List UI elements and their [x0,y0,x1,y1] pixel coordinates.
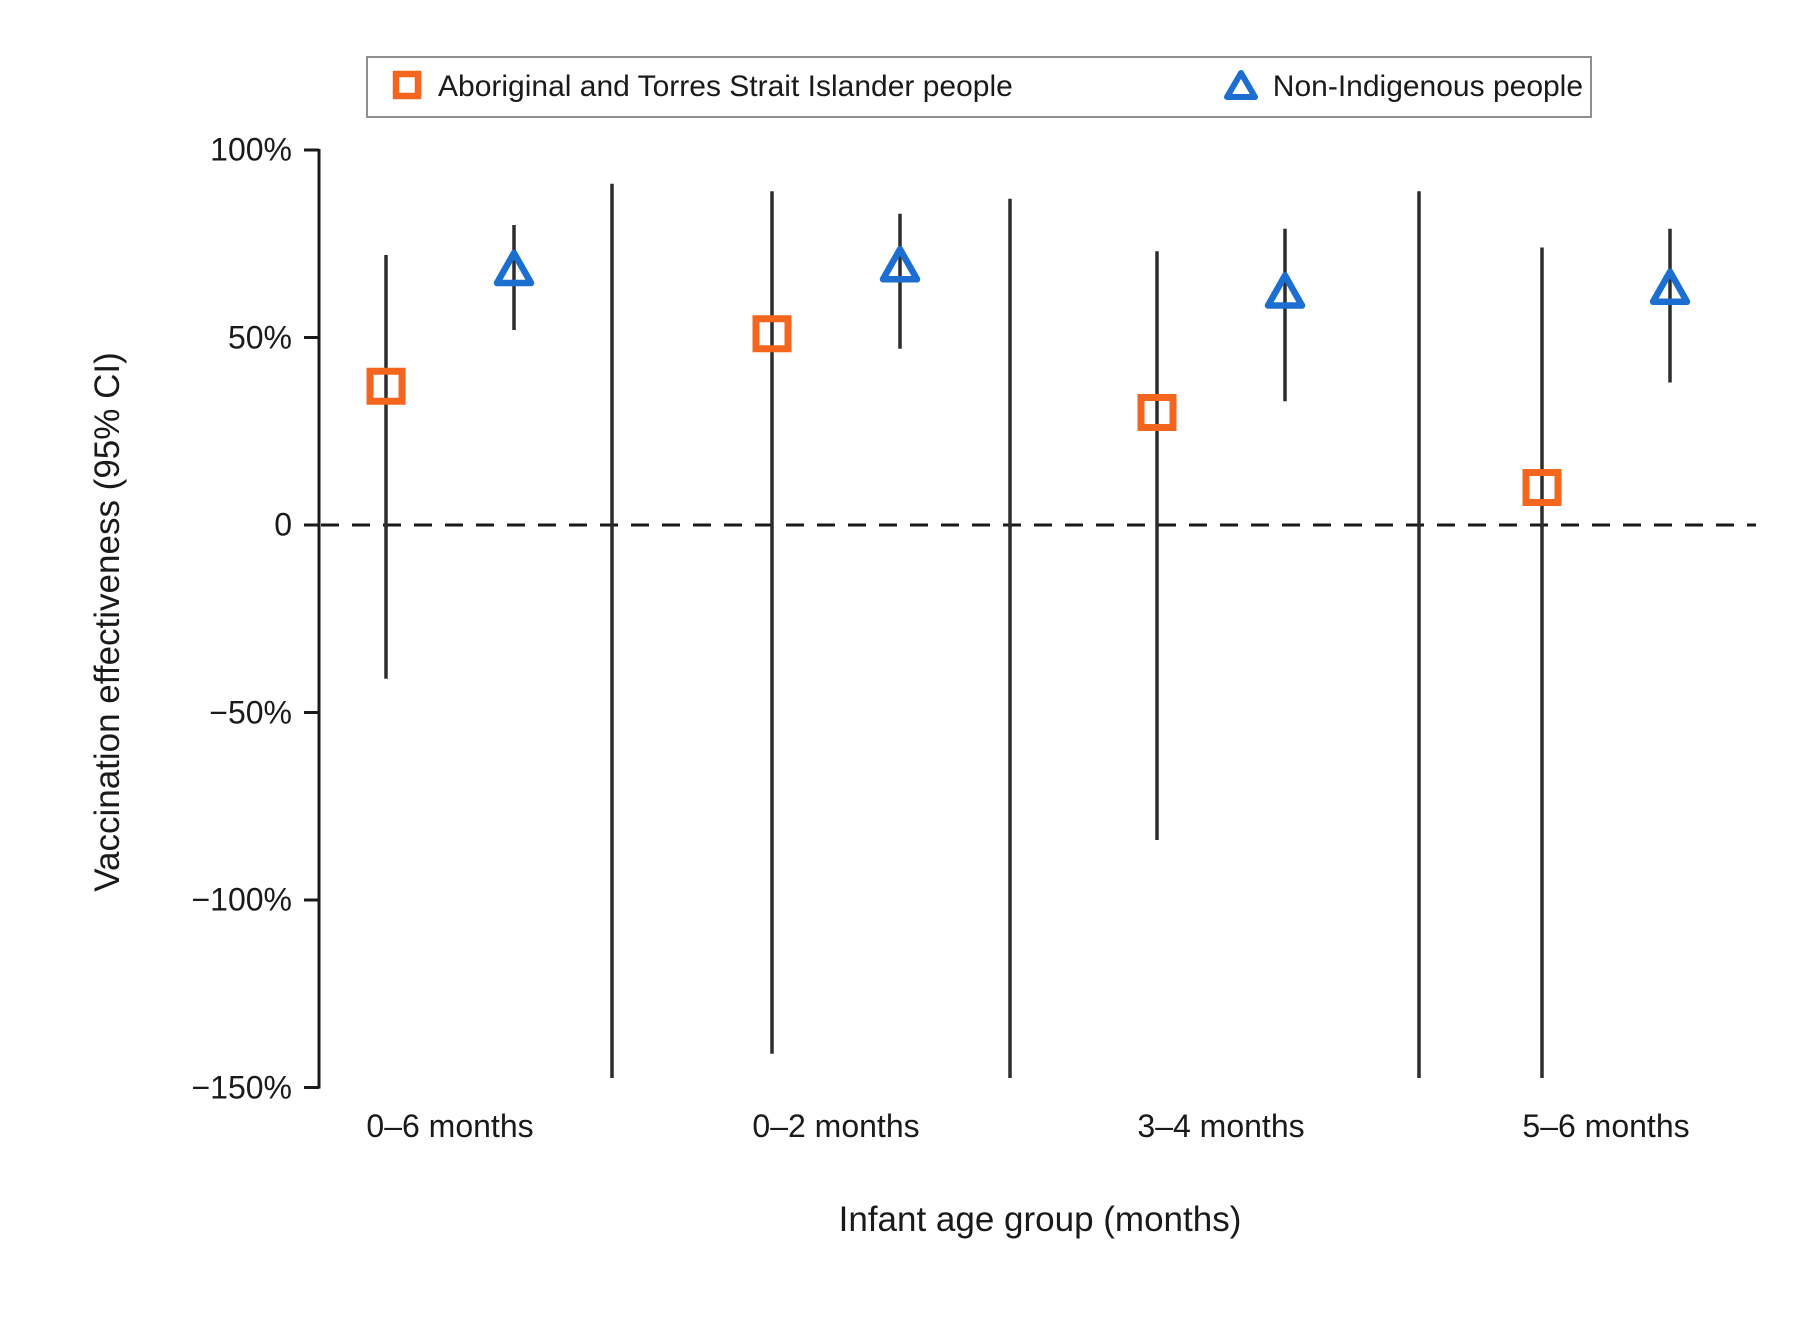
square-marker [1137,394,1177,431]
x-axis-title: Infant age group (months) [838,1200,1242,1239]
square-marker [752,315,792,353]
x-category-label: 5–6 months [1522,1108,1690,1144]
y-tick-label: 100% [210,131,292,168]
triangle-marker-icon [1223,68,1259,107]
y-tick-label: −50% [209,694,292,730]
y-tick-label: 0 [274,506,292,543]
y-tick-label: −100% [191,881,292,918]
legend-label-atsi: Aboriginal and Torres Strait Islander pe… [438,70,1013,103]
square-marker-icon [390,68,424,107]
y-tick-label: 50% [227,319,292,355]
x-category-label: 3–4 months [1137,1108,1305,1144]
legend-label-non-indigenous: Non-Indigenous people [1272,70,1584,103]
triangle-marker [1649,268,1691,305]
legend-item-non-indigenous: Non-Indigenous people [1223,58,1583,116]
triangle-marker [1264,272,1306,309]
square-marker [1522,469,1562,506]
x-category-label: 0–6 months [366,1108,534,1144]
square-marker [366,367,406,405]
triangle-marker [493,249,535,287]
triangle-marker [879,246,921,283]
y-tick-label: −150% [191,1069,292,1105]
legend-item-atsi: Aboriginal and Torres Strait Islander pe… [390,58,1013,116]
legend: Aboriginal and Torres Strait Islander pe… [366,56,1592,118]
x-category-label: 0–2 months [752,1108,920,1144]
y-axis-title: Vaccination effectiveness (95% CI) [88,352,127,892]
